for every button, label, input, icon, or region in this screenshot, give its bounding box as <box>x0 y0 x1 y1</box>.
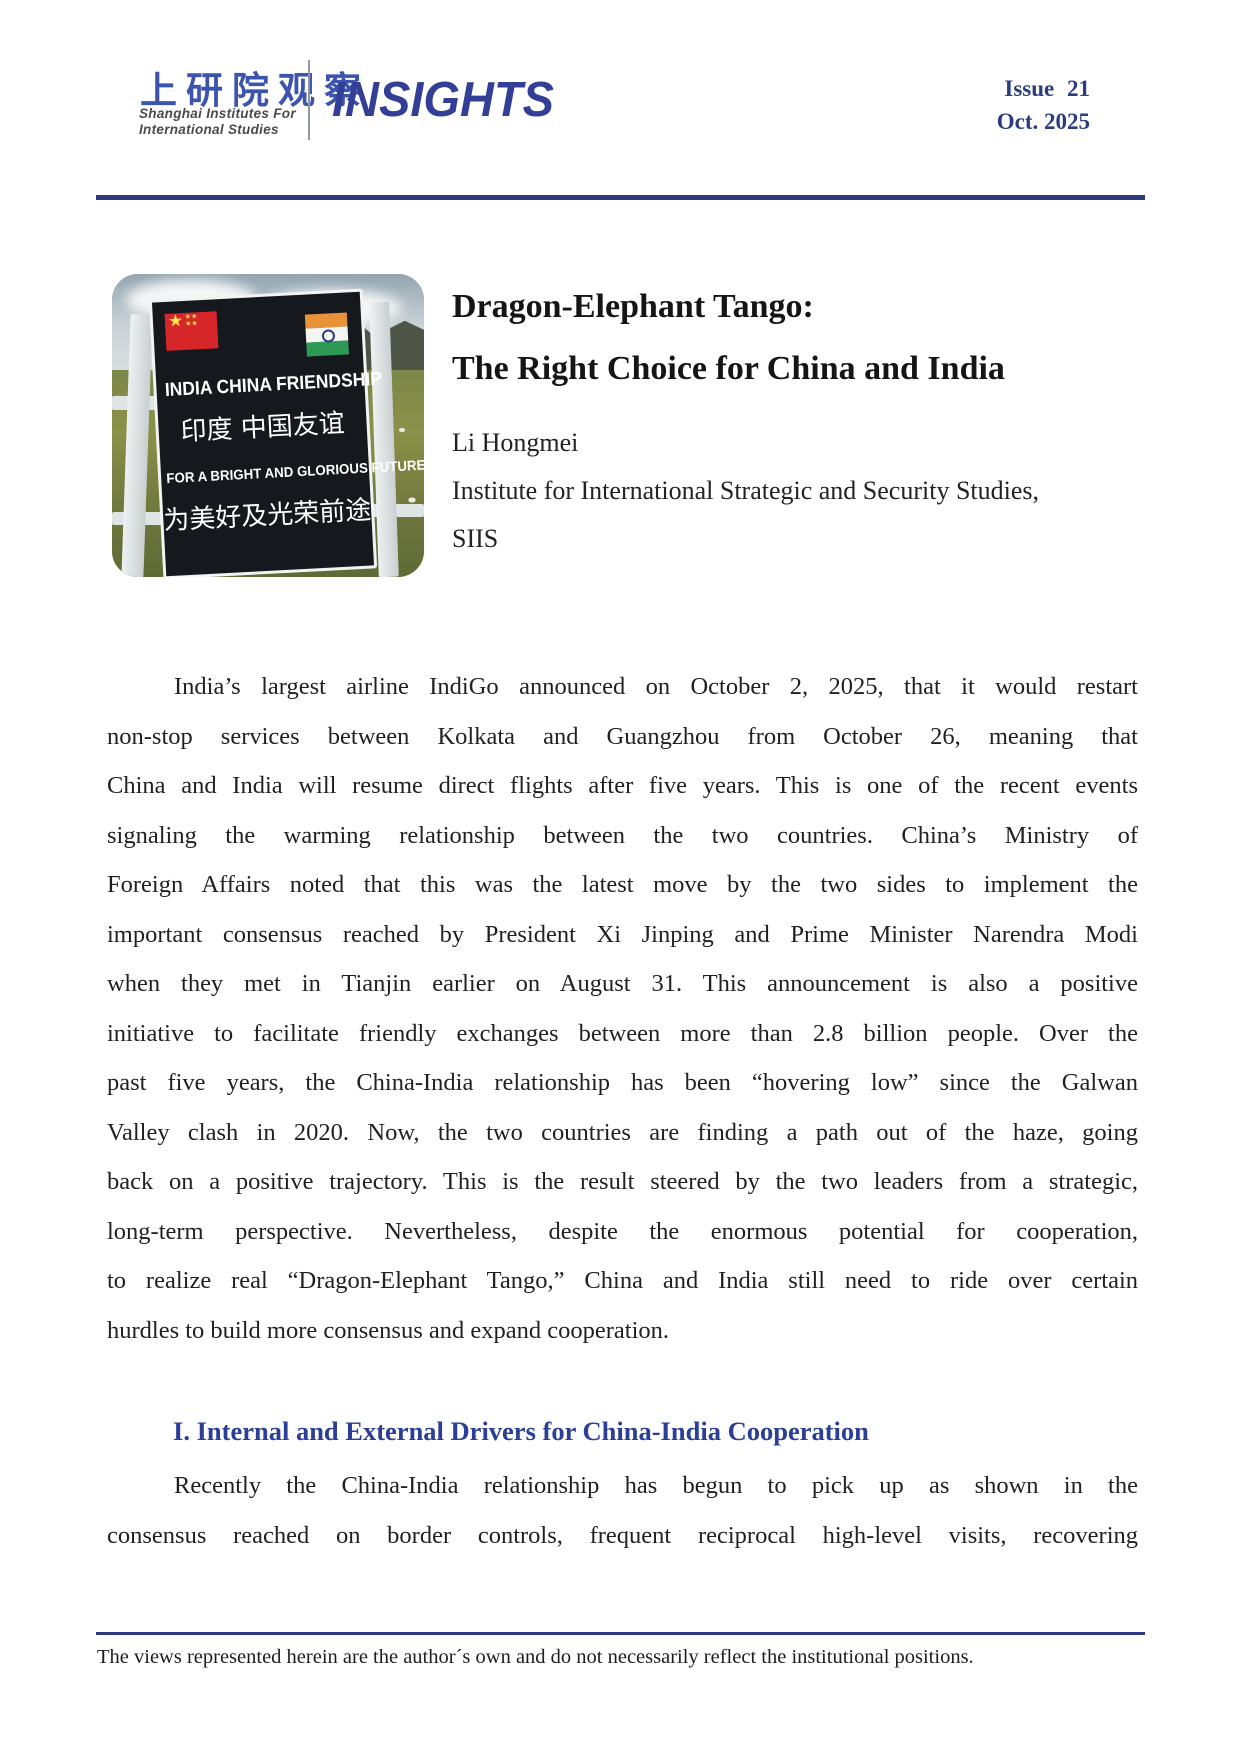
paragraph-line: when they met in Tianjin earlier on Augu… <box>107 970 1138 997</box>
friendship-sign-photo: ★ ★★ ★★ INDIA CHINA FRIENDSHIP 印度 中国友谊 F… <box>112 274 424 577</box>
india-flag-white-band <box>305 326 349 343</box>
article-paragraph-1: India’s largest airline IndiGo announced… <box>107 662 1138 1355</box>
paragraph-line: consensus reached on border controls, fr… <box>107 1521 1138 1549</box>
paragraph-line: Recently the China-India relationship ha… <box>174 1472 1138 1499</box>
footer-rule <box>96 1632 1145 1635</box>
author-affiliation: Institute for International Strategic an… <box>452 476 1040 505</box>
sign-text-english-title: INDIA CHINA FRIENDSHIP <box>164 368 383 402</box>
paragraph-line: important consensus reached by President… <box>107 920 1138 948</box>
author-affiliation-abbrev: SIIS <box>452 524 499 553</box>
paragraph-line: past five years, the China-India relatio… <box>107 1069 1138 1096</box>
issue-number: Issue 21 <box>1004 76 1090 101</box>
section-1-paragraph: Recently the China-India relationship ha… <box>107 1461 1138 1560</box>
header-rule <box>96 195 1145 200</box>
header-divider <box>308 60 310 140</box>
siis-logo-subtitle: Shanghai Institutes For International St… <box>139 106 296 138</box>
paragraph-line: hurdles to build more consensus and expa… <box>107 1316 670 1344</box>
paragraph-line: back on a positive trajectory. This is t… <box>107 1168 1138 1195</box>
paragraph-line: signaling the warming relationship betwe… <box>107 821 1138 849</box>
ashoka-chakra-icon <box>321 328 335 343</box>
issue-block: Issue 21 Oct. 2025 <box>997 72 1090 138</box>
friendship-signboard: ★ ★★ ★★ INDIA CHINA FRIENDSHIP 印度 中国友谊 F… <box>148 288 424 577</box>
paragraph-line: long-term perspective. Nevertheless, des… <box>107 1217 1138 1245</box>
section-1-heading: I. Internal and External Drivers for Chi… <box>173 1416 869 1446</box>
article-title-line1: Dragon-Elephant Tango: <box>452 288 814 325</box>
paragraph-line: initiative to facilitate friendly exchan… <box>107 1019 1138 1047</box>
sign-text-english-slogan: FOR A BRIGHT AND GLORIOUS FUTURE <box>165 456 424 487</box>
sign-text-chinese-title: 印度 中国友谊 <box>179 408 346 448</box>
masthead-title: INSIGHTS <box>332 71 554 127</box>
issue-date: Oct. 2025 <box>996 109 1090 134</box>
siis-logo-calligraphy: 上研院观察 <box>140 69 370 112</box>
paragraph-line: Foreign Affairs noted that this was the … <box>107 871 1138 898</box>
footer-disclaimer: The views represented herein are the aut… <box>97 1646 974 1668</box>
paragraph-line: Valley clash in 2020. Now, the two count… <box>107 1118 1138 1146</box>
sign-text-chinese-slogan: 为美好及光荣前途 <box>162 495 372 537</box>
siis-logo-subtitle-line2: International Studies <box>139 122 279 137</box>
paragraph-line: non-stop services between Kolkata and Gu… <box>107 722 1138 750</box>
india-flag <box>304 312 349 357</box>
china-flag: ★ ★★ ★★ <box>164 311 219 351</box>
paragraph-line: to realize real “Dragon-Elephant Tango,”… <box>107 1267 1138 1294</box>
india-flag-green-band <box>306 340 349 357</box>
article-author: Li Hongmei <box>452 428 579 457</box>
paragraph-line: China and India will resume direct fligh… <box>107 772 1138 799</box>
china-flag-star-icon: ★ <box>167 311 184 332</box>
paragraph-line: India’s largest airline IndiGo announced… <box>174 673 1138 700</box>
article-title-line2: The Right Choice for China and India <box>452 350 1005 387</box>
siis-logo-subtitle-line1: Shanghai Institutes For <box>139 106 296 121</box>
china-flag-small-stars-icon: ★★ ★★ <box>184 312 198 328</box>
